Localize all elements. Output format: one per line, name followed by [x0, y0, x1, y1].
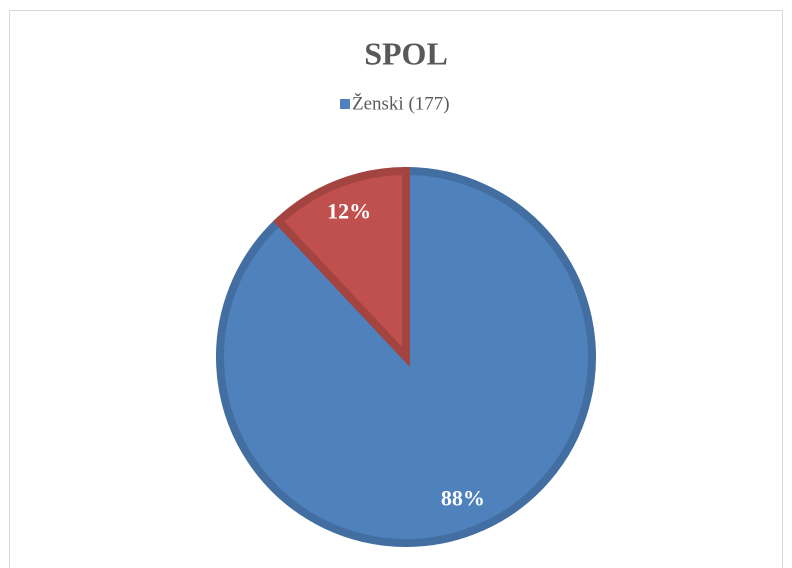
legend-label: Ženski (177)	[352, 92, 450, 114]
data-label: 12%	[327, 199, 371, 224]
data-label: 88%	[441, 486, 485, 511]
pie-slice	[273, 166, 410, 368]
chart-title: SPOL	[364, 35, 448, 71]
legend-swatch	[340, 99, 350, 109]
